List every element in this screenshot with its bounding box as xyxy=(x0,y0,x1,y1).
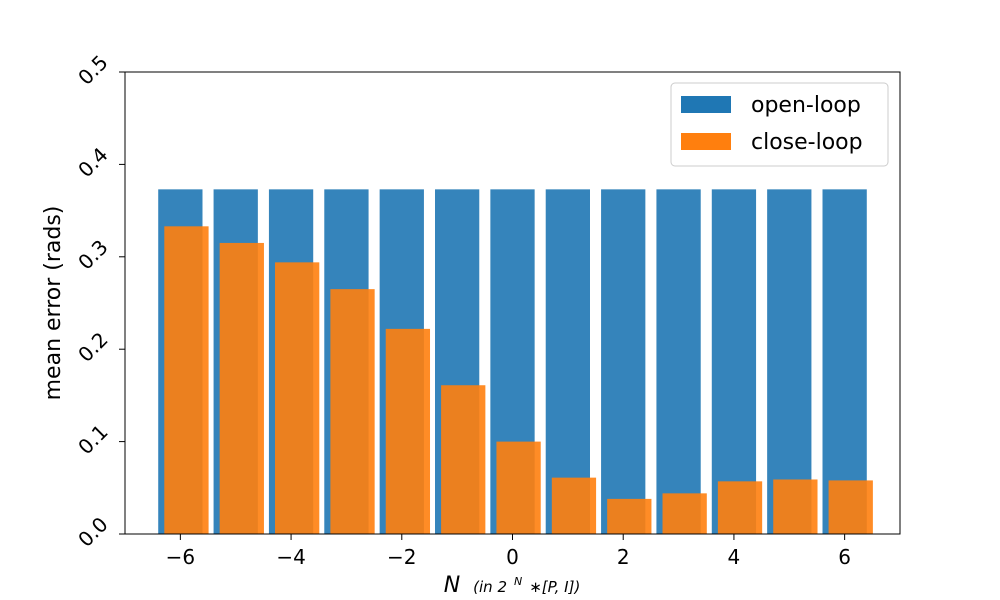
y-tick-label: 0.1 xyxy=(73,420,112,459)
x-tick-label: 6 xyxy=(838,545,851,569)
close-loop-bar xyxy=(275,262,320,534)
close-loop-bar xyxy=(219,242,264,534)
x-tick-label: 2 xyxy=(617,545,630,569)
close-loop-bar xyxy=(330,289,375,534)
x-tick-label: −2 xyxy=(387,545,416,569)
x-axis-label-sub: (in 2 xyxy=(473,578,507,596)
x-axis-label-rest: ∗[P, I]) xyxy=(529,578,580,596)
open-loop-bar xyxy=(601,189,646,534)
close-loop-bars xyxy=(164,226,873,535)
y-tick-label: 0.5 xyxy=(73,50,112,89)
legend-label-open-loop: open-loop xyxy=(751,93,861,118)
legend-swatch-close-loop xyxy=(681,133,731,150)
close-loop-bar xyxy=(164,226,209,535)
open-loop-bar xyxy=(545,189,590,534)
legend: open-loop close-loop xyxy=(670,82,889,167)
legend-swatch-open-loop xyxy=(681,96,731,113)
x-axis-label-sup: N xyxy=(514,575,522,588)
x-tick-label: 4 xyxy=(728,545,741,569)
x-axis-ticks: −6 −4 −2 0 2 4 6 xyxy=(166,534,851,569)
open-loop-bar xyxy=(767,189,812,534)
close-loop-bar xyxy=(441,385,486,534)
open-loop-bar xyxy=(822,189,867,534)
open-loop-bar xyxy=(656,189,701,534)
close-loop-bar xyxy=(717,481,763,534)
x-axis-label: N (in 2 N ∗[P, I]) xyxy=(444,566,581,598)
legend-label-close-loop: close-loop xyxy=(751,130,863,155)
x-tick-label: −4 xyxy=(276,545,305,569)
y-tick-label: 0.2 xyxy=(73,327,112,366)
open-loop-bar xyxy=(711,189,757,534)
y-axis-ticks: 0.0 0.1 0.2 0.3 0.4 0.5 xyxy=(73,50,125,552)
y-tick-label: 0.4 xyxy=(73,143,112,182)
close-loop-bar xyxy=(551,477,597,534)
x-tick-label: 0 xyxy=(506,545,519,569)
close-loop-bar xyxy=(773,479,818,534)
x-axis-label-main: N xyxy=(444,573,460,598)
close-loop-bar xyxy=(662,493,707,534)
y-tick-label: 0.0 xyxy=(73,512,112,551)
close-loop-bar xyxy=(496,441,541,534)
y-tick-label: 0.3 xyxy=(73,235,112,274)
close-loop-bar xyxy=(607,498,652,534)
close-loop-bar xyxy=(385,328,431,534)
y-axis-label: mean error (rads) xyxy=(41,206,66,401)
x-tick-label: −6 xyxy=(166,545,195,569)
close-loop-bar xyxy=(828,480,873,534)
